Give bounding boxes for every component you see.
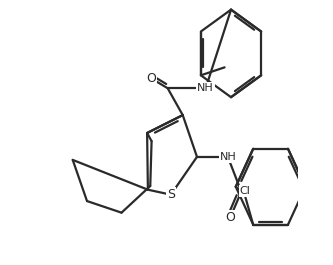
Text: NH: NH xyxy=(197,83,214,93)
Text: O: O xyxy=(225,211,235,224)
Text: O: O xyxy=(146,72,156,85)
Text: NH: NH xyxy=(219,152,236,162)
Text: Cl: Cl xyxy=(240,186,251,196)
Text: S: S xyxy=(167,188,175,201)
